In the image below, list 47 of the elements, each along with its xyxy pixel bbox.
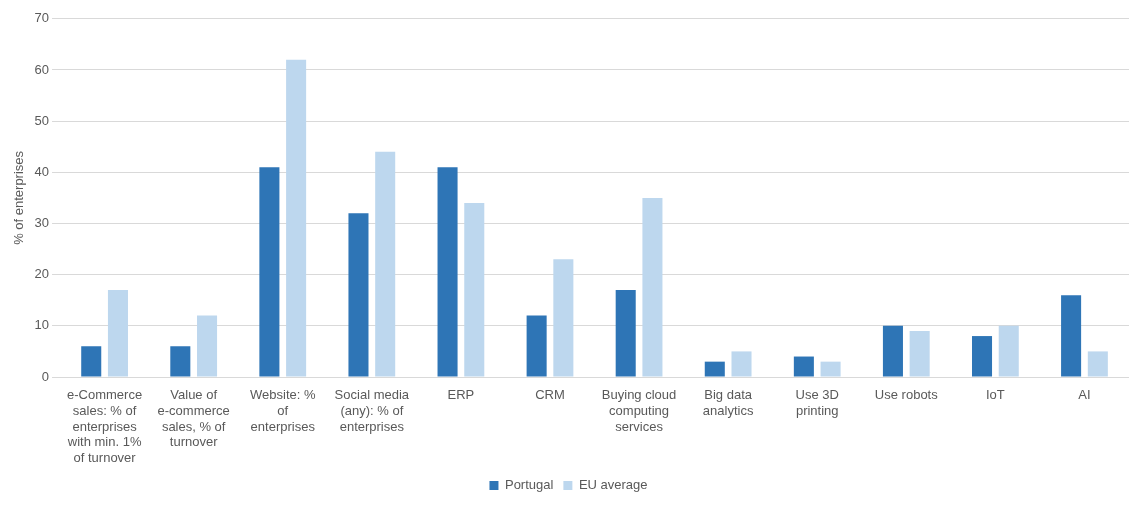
x-tick-label: Big data analytics [702, 387, 754, 418]
y-tick-label: 0 [41, 368, 50, 384]
bar [553, 259, 574, 377]
y-tick-label: 70 [34, 10, 50, 26]
bar [197, 315, 218, 377]
legend-label: EU average [578, 477, 648, 493]
bar [348, 213, 369, 377]
bar [107, 290, 128, 377]
bar [437, 167, 458, 377]
bar [820, 361, 841, 377]
x-tick-label: Use robots [874, 387, 939, 403]
bar [704, 361, 725, 377]
x-tick-label: Use 3D printing [795, 387, 839, 418]
bar [259, 167, 280, 377]
bar [526, 315, 547, 377]
x-tick-label: Value of e-commerce sales, % of turnover [157, 387, 230, 450]
x-tick-label: Website: % of enterprises [250, 387, 316, 434]
bar [972, 336, 993, 377]
bar [909, 330, 930, 377]
bar [731, 351, 752, 377]
y-tick-label: 20 [34, 266, 50, 282]
y-axis-title: % of enterprises [11, 150, 27, 245]
x-tick-label: AI [1078, 387, 1091, 403]
bar [615, 290, 636, 377]
y-tick-label: 40 [34, 163, 50, 179]
bar [375, 151, 396, 377]
bar [642, 197, 663, 377]
x-tick-label: e-Commerce sales: % of enterprises with min. 1% of turnover [66, 387, 143, 465]
x-tick-label: IoT [985, 387, 1005, 403]
y-tick-label: 60 [34, 61, 50, 77]
bar [286, 59, 307, 377]
bar [1061, 295, 1082, 377]
x-tick-label: CRM [535, 387, 565, 403]
x-tick-label: Buying cloud computing services [601, 387, 677, 434]
bar [1087, 351, 1108, 377]
y-tick-label: 50 [34, 112, 50, 128]
bar [170, 346, 191, 377]
bar [882, 325, 903, 377]
legend-label: Portugal [504, 477, 554, 493]
x-tick-label: Social media (any): % of enterprises [334, 387, 410, 434]
y-tick-label: 30 [34, 215, 50, 231]
y-tick-label: 10 [34, 317, 50, 333]
bar [464, 203, 485, 377]
bar [793, 356, 814, 377]
x-tick-label: ERP [447, 387, 475, 403]
bar [998, 325, 1019, 377]
bar [81, 346, 102, 377]
